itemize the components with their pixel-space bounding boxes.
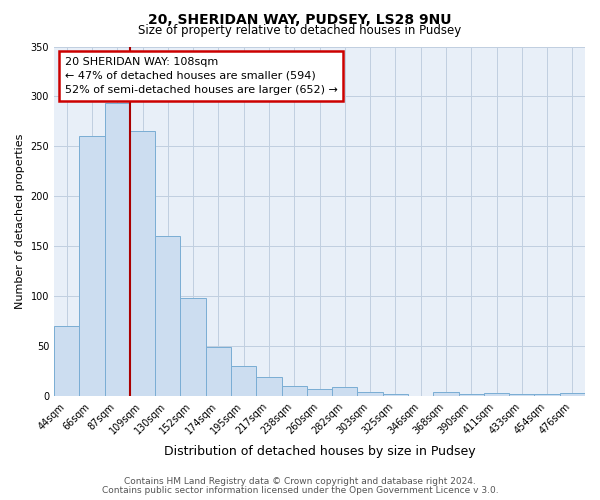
Bar <box>383 394 408 396</box>
Bar <box>155 236 181 396</box>
Bar <box>181 298 206 396</box>
Text: 20, SHERIDAN WAY, PUDSEY, LS28 9NU: 20, SHERIDAN WAY, PUDSEY, LS28 9NU <box>148 12 452 26</box>
Bar <box>54 326 79 396</box>
X-axis label: Distribution of detached houses by size in Pudsey: Distribution of detached houses by size … <box>164 444 475 458</box>
Bar <box>130 132 155 396</box>
Bar <box>458 394 484 396</box>
Bar <box>484 394 509 396</box>
Bar <box>332 388 358 396</box>
Bar <box>535 394 560 396</box>
Text: 20 SHERIDAN WAY: 108sqm
← 47% of detached houses are smaller (594)
52% of semi-d: 20 SHERIDAN WAY: 108sqm ← 47% of detache… <box>65 57 338 95</box>
Bar <box>307 390 332 396</box>
Text: Contains HM Land Registry data © Crown copyright and database right 2024.: Contains HM Land Registry data © Crown c… <box>124 477 476 486</box>
Bar <box>79 136 104 396</box>
Bar <box>281 386 307 396</box>
Bar <box>509 394 535 396</box>
Bar <box>256 378 281 396</box>
Text: Contains public sector information licensed under the Open Government Licence v : Contains public sector information licen… <box>101 486 499 495</box>
Bar <box>358 392 383 396</box>
Text: Size of property relative to detached houses in Pudsey: Size of property relative to detached ho… <box>139 24 461 37</box>
Bar <box>560 394 585 396</box>
Bar <box>104 104 130 397</box>
Bar <box>433 392 458 396</box>
Bar <box>206 348 231 397</box>
Y-axis label: Number of detached properties: Number of detached properties <box>15 134 25 309</box>
Bar <box>231 366 256 396</box>
